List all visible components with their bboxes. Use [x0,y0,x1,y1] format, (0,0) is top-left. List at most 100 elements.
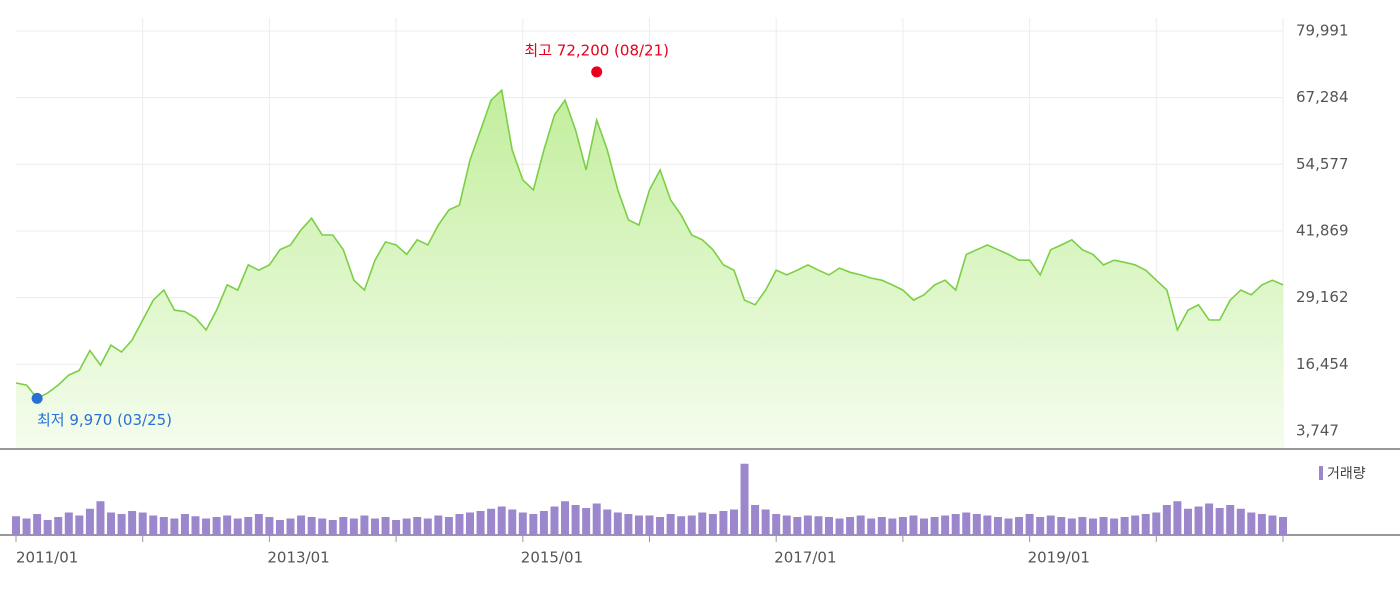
volume-bar [1120,517,1129,535]
volume-bar [191,516,200,535]
volume-bar [1110,518,1119,535]
volume-bar [476,511,485,535]
volume-bar [180,514,189,535]
volume-bar [455,514,464,535]
volume-bar [1236,508,1245,535]
volume-bar [740,463,749,535]
volume-bar [824,517,833,535]
volume-bar [613,512,622,535]
volume-bar [128,511,137,535]
volume-bar [729,509,738,535]
extreme-label: 최고 72,200 (08/21) [524,41,669,59]
volume-bar [1215,508,1224,535]
volume-bar [666,514,675,535]
volume-bar [930,517,939,535]
y-tick-label: 3,747 [1296,422,1339,440]
volume-bar [951,514,960,535]
y-tick-label: 29,162 [1296,288,1349,306]
volume-bar [307,517,316,535]
volume-bar [1015,517,1024,535]
legend-label: 거래량 [1327,466,1366,482]
volume-bar [1268,515,1277,535]
volume-bar [772,514,781,535]
volume-bar [1162,505,1171,535]
volume-bar [856,515,865,535]
extreme-dot [31,392,43,404]
volume-bar [571,505,580,535]
volume-bar [381,517,390,535]
volume-bar [708,514,717,535]
volume-bar [1152,512,1161,535]
volume-bar [487,508,496,535]
volume-bar [920,518,929,535]
volume-bar [1078,517,1087,535]
volume-bar [782,515,791,535]
volume-bar [518,512,527,535]
volume-bar [1205,503,1214,535]
volume-bar [793,517,802,535]
volume-bar [1036,517,1045,535]
volume-bar [582,508,591,535]
volume-bar [761,509,770,535]
volume-bar [466,512,475,535]
volume-bar [360,515,369,535]
volume-bar [846,517,855,535]
volume-bar [1046,515,1055,535]
volume-bar [803,515,812,535]
volume-bar [983,515,992,535]
extreme-label: 최저 9,970 (03/25) [37,411,172,429]
volume-bar [888,518,897,535]
volume-bar [43,520,52,535]
volume-bar [254,514,263,535]
volume-bar [444,517,453,535]
volume-bar [1247,512,1256,535]
volume-bar [328,520,337,535]
volume-bar [877,517,886,535]
x-tick-label: 2013/01 [267,549,329,567]
volume-bar [318,518,327,535]
volume-bar [212,517,221,535]
volume-bar [645,515,654,535]
volume-bar [370,518,379,535]
volume-bar [508,509,517,535]
volume-bar [413,517,422,535]
volume-bar [138,512,147,535]
volume-bar [149,515,158,535]
volume-bar [202,518,211,535]
x-tick-label: 2019/01 [1028,549,1090,567]
volume-bar [972,514,981,535]
volume-bar [1183,508,1192,535]
volume-bar [434,515,443,535]
volume-bar [54,517,63,535]
volume-bar [275,520,284,535]
volume-bar [1025,514,1034,535]
volume-bar [265,517,274,535]
volume-bar [993,517,1002,535]
volume-bar [634,515,643,535]
volume-bar [1141,514,1150,535]
volume-bar [117,514,126,535]
volume-bar [867,518,876,535]
volume-bar [423,518,432,535]
volume-bar [12,516,20,535]
volume-bar [233,518,242,535]
volume-bar [1099,517,1108,535]
y-tick-label: 41,869 [1296,222,1349,240]
legend-swatch [1319,466,1323,480]
volume-bar [75,515,84,535]
y-tick-label: 67,284 [1296,88,1349,106]
x-tick-label: 2011/01 [16,549,78,567]
volume-bar [909,515,918,535]
volume-bar [1131,515,1140,535]
volume-bar [603,509,612,535]
volume-bar [751,505,760,535]
volume-bar [223,515,232,535]
volume-bar [941,515,950,535]
y-tick-label: 54,577 [1296,155,1349,173]
volume-bar [286,518,295,535]
area-fill [16,90,1283,448]
volume-bar [687,515,696,535]
volume-bar [1004,518,1013,535]
volume-bar [962,512,971,535]
